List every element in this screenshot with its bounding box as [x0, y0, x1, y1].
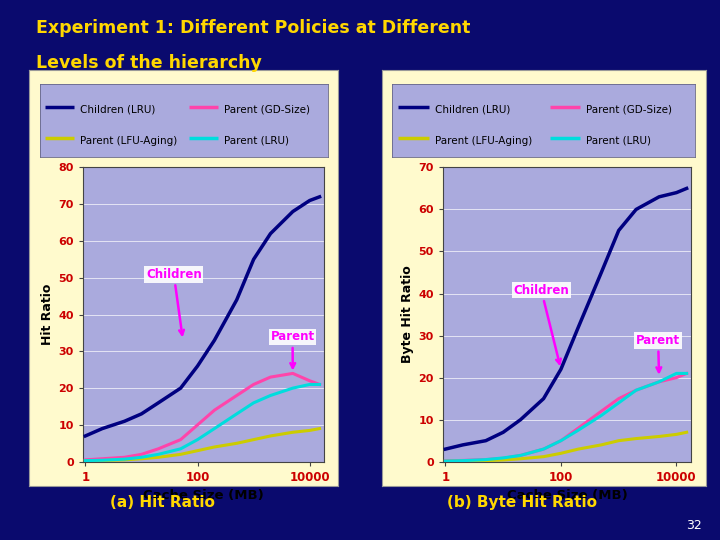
Text: Parent (GD-Size): Parent (GD-Size) [224, 104, 310, 114]
Text: (b) Byte Hit Ratio: (b) Byte Hit Ratio [447, 495, 597, 510]
Y-axis label: Hit Ratio: Hit Ratio [41, 284, 54, 345]
Text: Parent (LFU-Aging): Parent (LFU-Aging) [435, 136, 532, 146]
Text: Experiment 1: Different Policies at Different: Experiment 1: Different Policies at Diff… [36, 19, 470, 37]
Y-axis label: Byte Hit Ratio: Byte Hit Ratio [401, 266, 414, 363]
Text: Children: Children [146, 268, 202, 335]
Text: Children: Children [513, 284, 569, 364]
Text: Parent (LRU): Parent (LRU) [224, 136, 289, 146]
Text: Children (LRU): Children (LRU) [80, 104, 156, 114]
Text: Parent (GD-Size): Parent (GD-Size) [586, 104, 672, 114]
Text: Parent: Parent [636, 334, 680, 372]
Text: Parent (LFU-Aging): Parent (LFU-Aging) [80, 136, 177, 146]
Text: Parent: Parent [271, 330, 315, 368]
Text: (a) Hit Ratio: (a) Hit Ratio [109, 495, 215, 510]
Text: Parent (LRU): Parent (LRU) [586, 136, 651, 146]
Text: 32: 32 [686, 519, 702, 532]
X-axis label: Cache Size (MB): Cache Size (MB) [143, 489, 264, 502]
X-axis label: Cache Size (MB): Cache Size (MB) [507, 489, 627, 502]
Text: Levels of the hierarchy: Levels of the hierarchy [36, 54, 262, 72]
Text: Children (LRU): Children (LRU) [435, 104, 510, 114]
